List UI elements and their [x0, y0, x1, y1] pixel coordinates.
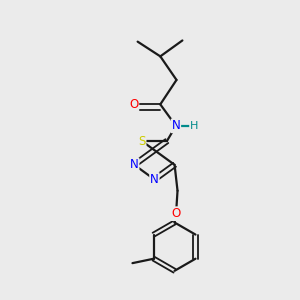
- Text: O: O: [171, 207, 181, 220]
- Text: N: N: [172, 119, 180, 132]
- Text: H: H: [190, 121, 198, 131]
- Text: N: N: [130, 158, 139, 171]
- Text: O: O: [129, 98, 138, 111]
- Text: N: N: [150, 173, 159, 186]
- Text: S: S: [138, 135, 146, 148]
